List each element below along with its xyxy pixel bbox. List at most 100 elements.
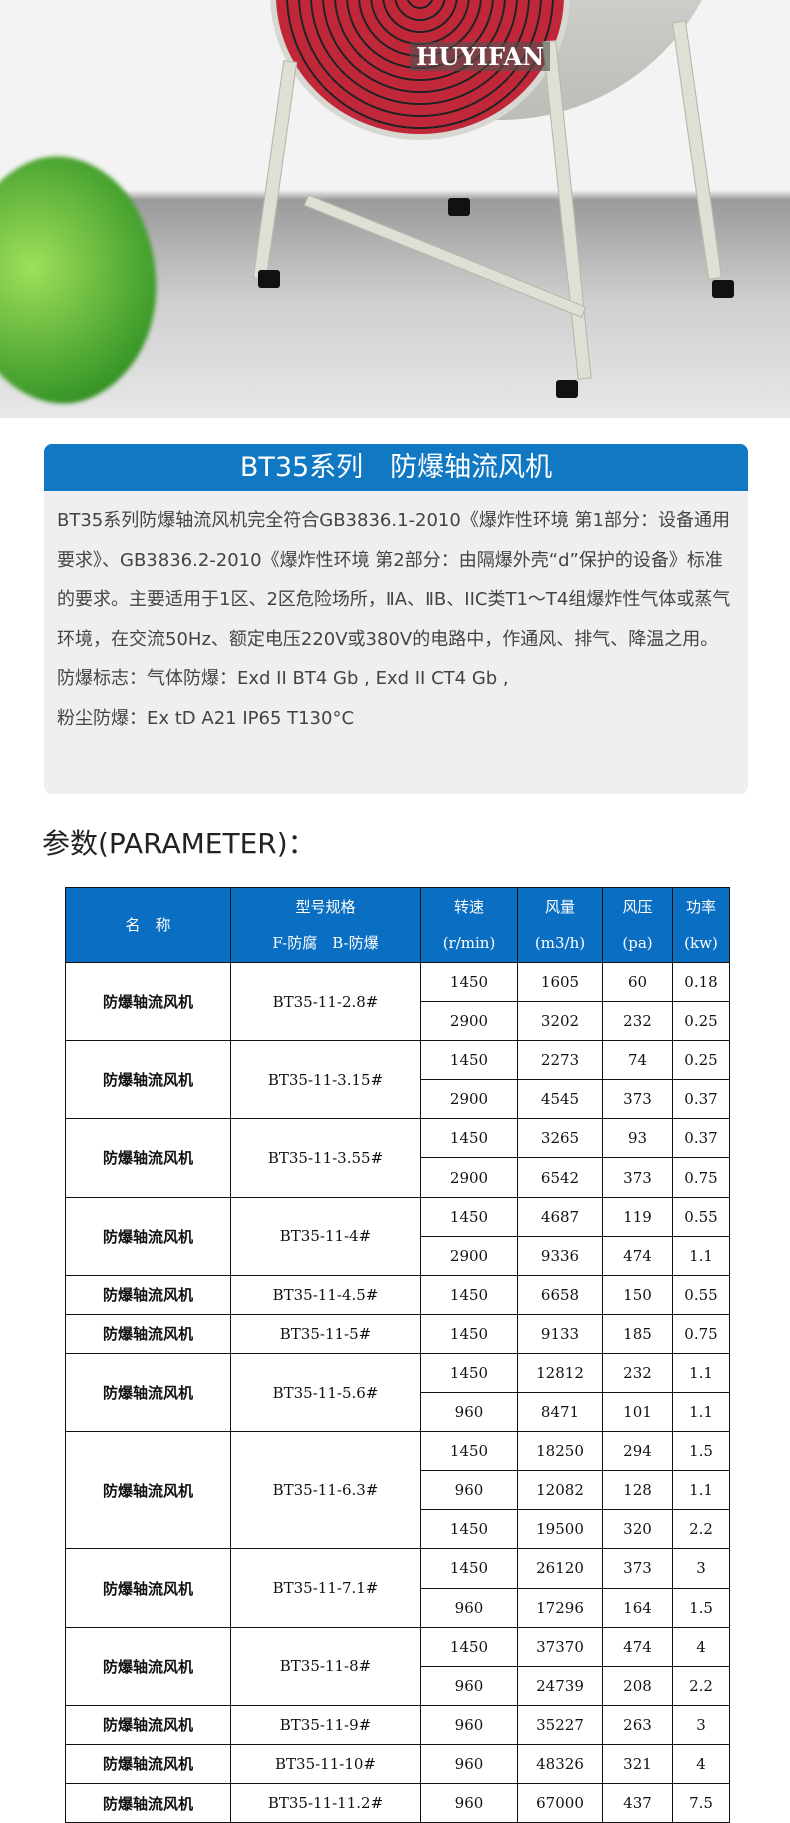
fan-foot (712, 280, 734, 298)
model-spec: BT35-11-5.6# (230, 1352, 421, 1433)
power-cell: 4 (672, 1626, 730, 1667)
model-name: 防爆轴流风机 (65, 1118, 231, 1198)
table-row: 防爆轴流风机 BT35-11-6.3# 1450 18250 294 1.5 (65, 1431, 730, 1550)
speed-cell: 960 (420, 1665, 518, 1706)
model-name: 防爆轴流风机 (65, 1704, 231, 1745)
model-name: 防爆轴流风机 (65, 1352, 231, 1433)
table-row: 防爆轴流风机 BT35-11-5# 1450 9133 185 0.75 (65, 1313, 730, 1354)
model-spec: BT35-11-2.8# (230, 961, 421, 1042)
airflow-cell: 26120 (517, 1548, 603, 1589)
airflow-cell: 9336 (517, 1235, 603, 1276)
pressure-cell: 185 (602, 1313, 673, 1354)
power-cell: 0.18 (672, 961, 730, 1003)
airflow-cell: 17296 (517, 1587, 603, 1628)
speed-cell: 960 (420, 1470, 518, 1511)
model-name: 防爆轴流风机 (65, 1626, 231, 1706)
power-cell: 1.1 (672, 1392, 730, 1433)
column-header: 型号规格 F-防腐 B-防爆 (230, 887, 421, 963)
pressure-cell: 320 (602, 1509, 673, 1550)
table-row: 防爆轴流风机 BT35-11-8# 1450 37370 474 4 (65, 1626, 730, 1706)
pressure-cell: 232 (602, 1352, 673, 1394)
pressure-cell: 128 (602, 1470, 673, 1511)
speed-cell: 1450 (420, 1196, 518, 1237)
airflow-cell: 3265 (517, 1118, 603, 1159)
speed-cell: 1450 (420, 1274, 518, 1315)
speed-cell: 1450 (420, 1040, 518, 1081)
model-spec: BT35-11-3.55# (230, 1118, 421, 1198)
table-row: 防爆轴流风机 BT35-11-2.8# 1450 1605 60 0.18 (65, 961, 730, 1042)
header-unit: (r/min) (442, 934, 496, 952)
header-label: 风压 (622, 898, 653, 916)
model-spec: BT35-11-7.1# (230, 1548, 421, 1628)
airflow-cell: 35227 (517, 1704, 603, 1745)
column-header: 功率 (kw) (672, 887, 730, 963)
power-cell: 2.2 (672, 1509, 730, 1550)
speed-cell: 960 (420, 1743, 518, 1784)
airflow-cell: 37370 (517, 1626, 603, 1667)
power-cell: 7.5 (672, 1782, 730, 1823)
table-row: 防爆轴流风机 BT35-11-4.5# 1450 6658 150 0.55 (65, 1274, 730, 1315)
airflow-cell: 19500 (517, 1509, 603, 1550)
model-spec: BT35-11-6.3# (230, 1431, 421, 1550)
speed-cell: 2900 (420, 1235, 518, 1276)
airflow-cell: 8471 (517, 1392, 603, 1433)
header-unit: (kw) (684, 934, 718, 952)
table-row: 防爆轴流风机 BT35-11-7.1# 1450 26120 373 3 (65, 1548, 730, 1628)
column-header: 风量 (m3/h) (517, 887, 603, 963)
pressure-cell: 437 (602, 1782, 673, 1823)
power-cell: 0.37 (672, 1079, 730, 1120)
fan-leg (671, 20, 723, 280)
power-cell: 0.75 (672, 1157, 730, 1198)
model-name: 防爆轴流风机 (65, 1743, 231, 1784)
model-spec: BT35-11-4# (230, 1196, 421, 1276)
pressure-cell: 164 (602, 1587, 673, 1628)
power-cell: 2.2 (672, 1665, 730, 1706)
speed-cell: 1450 (420, 1626, 518, 1667)
airflow-cell: 18250 (517, 1431, 603, 1472)
table-row: 防爆轴流风机 BT35-11-9# 960 35227 263 3 (65, 1704, 730, 1745)
model-spec: BT35-11-4.5# (230, 1274, 421, 1315)
pressure-cell: 474 (602, 1235, 673, 1276)
table-row: 防爆轴流风机 BT35-11-4# 1450 4687 119 0.55 (65, 1196, 730, 1276)
fan-foot (448, 198, 470, 216)
airflow-cell: 9133 (517, 1313, 603, 1354)
fan-leg (252, 60, 298, 280)
speed-cell: 2900 (420, 1001, 518, 1042)
model-name: 防爆轴流风机 (65, 1548, 231, 1628)
pressure-cell: 208 (602, 1665, 673, 1706)
table-row: 2900 6542 373 0.75 (66, 1157, 730, 1198)
speed-cell: 960 (420, 1782, 518, 1823)
power-cell: 1.1 (672, 1352, 730, 1394)
leaf-decoration (0, 128, 202, 418)
intro-paragraph: BT35系列防爆轴流风机完全符合GB3836.1-2010《爆炸性环境 第1部分… (57, 510, 731, 650)
airflow-cell: 24739 (517, 1665, 603, 1706)
power-cell: 3 (672, 1548, 730, 1589)
table-row: 1450 19500 320 2.2 (66, 1509, 730, 1550)
table-row: 960 12082 128 1.1 (66, 1470, 730, 1511)
model-name: 防爆轴流风机 (65, 1313, 231, 1354)
speed-cell: 1450 (420, 961, 518, 1003)
table-row: 防爆轴流风机 BT35-11-3.15# 1450 2273 74 0.25 (65, 1040, 730, 1120)
airflow-cell: 3202 (517, 1001, 603, 1042)
pressure-cell: 263 (602, 1704, 673, 1745)
pressure-cell: 373 (602, 1548, 673, 1589)
model-name: 防爆轴流风机 (65, 1040, 231, 1120)
header-unit: (m3/h) (534, 934, 586, 952)
parameter-table: 名 称 型号规格 F-防腐 B-防爆 转速 (r/min) 风量 (m3/h) 风压 (pa) 功… (65, 887, 730, 1823)
speed-cell: 2900 (420, 1079, 518, 1120)
power-cell: 4 (672, 1743, 730, 1784)
header-label: 转速 (453, 898, 484, 916)
pressure-cell: 101 (602, 1392, 673, 1433)
power-cell: 1.5 (672, 1431, 730, 1472)
power-cell: 0.37 (672, 1118, 730, 1159)
airflow-cell: 1605 (517, 961, 603, 1003)
model-spec: BT35-11-8# (230, 1626, 421, 1706)
header-unit: F-防腐 B-防爆 (272, 934, 379, 952)
fan-foot (556, 380, 578, 398)
airflow-cell: 12812 (517, 1352, 603, 1394)
intro-card: BT35系列 防爆轴流风机 BT35系列防爆轴流风机完全符合GB3836.1-2… (44, 444, 748, 794)
airflow-cell: 4545 (517, 1079, 603, 1120)
dust-explosion-mark: 粉尘防爆：Ex tD A21 IP65 T130°C (57, 707, 355, 729)
table-row: 防爆轴流风机 BT35-11-3.55# 1450 3265 93 0.37 (65, 1118, 730, 1198)
table-row: 防爆轴流风机 BT35-11-10# 960 48326 321 4 (65, 1743, 730, 1784)
